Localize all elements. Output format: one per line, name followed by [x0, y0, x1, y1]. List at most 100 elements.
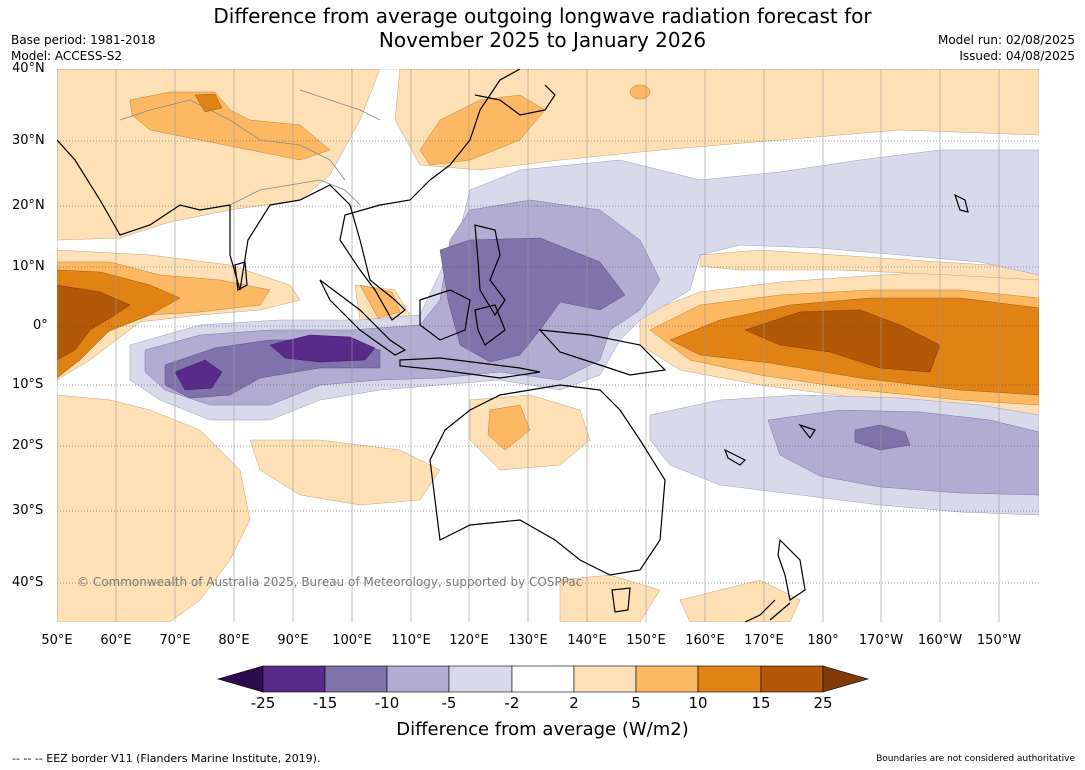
colorbar-tick: -10	[374, 694, 400, 712]
coast-fiji	[798, 423, 816, 440]
coast-australia	[429, 384, 666, 576]
country-borders	[119, 89, 381, 206]
anomaly-small-spot	[629, 84, 651, 100]
coast-sumatra	[319, 279, 407, 356]
anomaly-minus-15-25	[174, 334, 376, 391]
map-fields	[57, 69, 1039, 622]
lat-label-20n: 20°N	[12, 198, 45, 213]
anomaly-indian-mid	[249, 439, 441, 506]
anomaly-max-negative-1	[269, 334, 376, 363]
anomaly-east-asia-pacific	[394, 69, 1039, 171]
coast-new-caledonia	[723, 448, 747, 466]
map-title: Difference from average outgoing longwav…	[0, 4, 1085, 52]
lon-label-90e: 90°E	[277, 633, 309, 648]
coast-nz-north	[777, 538, 806, 601]
colorbar-swatch-3	[386, 665, 450, 693]
lon-label-60e: 60°E	[100, 633, 132, 648]
colorbar-swatch-7	[635, 665, 699, 693]
lon-label-80e: 80°E	[218, 633, 250, 648]
colorbar-tick: -5	[441, 694, 457, 712]
colorbar-extend-high	[822, 665, 870, 693]
model-name: Model: ACCESS-S2	[11, 49, 123, 63]
lon-label-140e: 140°E	[567, 633, 607, 648]
colorbar-swatch-1	[262, 665, 326, 693]
anomaly-sw-pacific	[767, 409, 1039, 496]
title-line-1: Difference from average outgoing longwav…	[213, 4, 872, 28]
coast-tasmania	[611, 587, 631, 613]
lat-label-40s: 40°S	[12, 575, 44, 590]
anomaly-spcz	[854, 424, 911, 451]
lon-label-170e: 170°E	[744, 633, 784, 648]
coast-sri-lanka	[234, 261, 248, 291]
model-run: Model run: 02/08/2025	[937, 33, 1075, 47]
lat-label-10n: 10°N	[12, 259, 45, 274]
lat-label-40n: 40°N	[12, 61, 45, 76]
copyright-notice: © Commonwealth of Australia 2025, Bureau…	[77, 575, 583, 589]
coast-new-guinea	[538, 329, 667, 376]
coastlines	[57, 69, 969, 622]
colorbar-tick: 10	[688, 694, 708, 712]
lat-label-10s: 10°S	[12, 377, 44, 392]
coast-hawaii	[953, 193, 969, 213]
colorbar-tick: 15	[751, 694, 771, 712]
anomaly-tibet	[129, 91, 331, 161]
lon-label-160e: 160°E	[685, 633, 725, 648]
colorbar-tick: -25	[250, 694, 276, 712]
coast-sulawesi	[474, 304, 506, 346]
lon-label-150w: 150°W	[976, 633, 1022, 648]
lon-label-130e: 130°E	[508, 633, 548, 648]
lat-label-30s: 30°S	[12, 503, 44, 518]
colorbar-swatch-9	[760, 665, 824, 693]
coast-korea-japan	[474, 84, 556, 116]
eez-legend: -- -- -- EEZ border V11 (Flanders Marine…	[12, 752, 321, 765]
lon-label-150e: 150°E	[626, 633, 666, 648]
meta-right: Model run: 02/08/2025 Issued: 04/08/2025	[938, 32, 1075, 64]
lon-label-100e: 100°E	[332, 633, 372, 648]
anomaly-15-25	[57, 284, 941, 373]
coast-borneo	[419, 289, 471, 341]
meta-left: Base period: 1981-2018 Model: ACCESS-S2	[11, 32, 156, 64]
issued-date: Issued: 04/08/2025	[959, 49, 1075, 63]
coast-asia	[57, 69, 521, 321]
colorbar-tick: 5	[631, 694, 641, 712]
lon-label-120e: 120°E	[449, 633, 489, 648]
coast-philippines	[474, 224, 506, 317]
colorbar-tick: 25	[813, 694, 833, 712]
title-line-2: November 2025 to January 2026	[378, 28, 707, 52]
colorbar-swatch-5	[511, 665, 575, 693]
anomaly-pacific-band	[699, 249, 1039, 281]
colorbar-swatch-2	[324, 665, 388, 693]
colorbar	[216, 665, 870, 693]
colorbar-swatch-6	[573, 665, 637, 693]
colorbar-tick: -15	[312, 694, 338, 712]
boundary-disclaimer: Boundaries are not considered authoritat…	[876, 754, 1075, 764]
anomaly-pacific-max	[744, 309, 941, 373]
colorbar-label: Difference from average (W/m2)	[396, 719, 689, 740]
colorbar-tick: -2	[504, 694, 520, 712]
coast-nz-south	[744, 599, 791, 622]
anomaly-max-negative-2	[174, 359, 223, 391]
map-meridians	[57, 69, 1000, 622]
anomaly-himalaya	[194, 93, 223, 113]
coast-java	[399, 357, 541, 379]
lat-label-0: 0°	[33, 318, 48, 333]
lon-label-70e: 70°E	[159, 633, 191, 648]
lon-label-180: 180°	[807, 633, 839, 648]
lon-label-110e: 110°E	[391, 633, 431, 648]
lat-label-20s: 20°S	[12, 438, 44, 453]
colorbar-extend-low	[216, 665, 264, 693]
lon-label-160w: 160°W	[917, 633, 963, 648]
colorbar-swatch-4	[448, 665, 513, 693]
anomaly-kimberley	[487, 404, 531, 451]
lon-label-170w: 170°W	[858, 633, 904, 648]
colorbar-swatch-8	[697, 665, 762, 693]
anomaly-tasman	[679, 579, 801, 622]
base-period: Base period: 1981-2018	[11, 33, 156, 47]
anomaly-south-australia	[559, 574, 661, 622]
anomaly-south-indian	[57, 394, 251, 622]
lon-label-50e: 50°E	[41, 633, 73, 648]
lat-label-30n: 30°N	[12, 133, 45, 148]
anomaly-philippines-sea	[439, 237, 626, 363]
anomaly-arabian-max	[57, 284, 131, 361]
